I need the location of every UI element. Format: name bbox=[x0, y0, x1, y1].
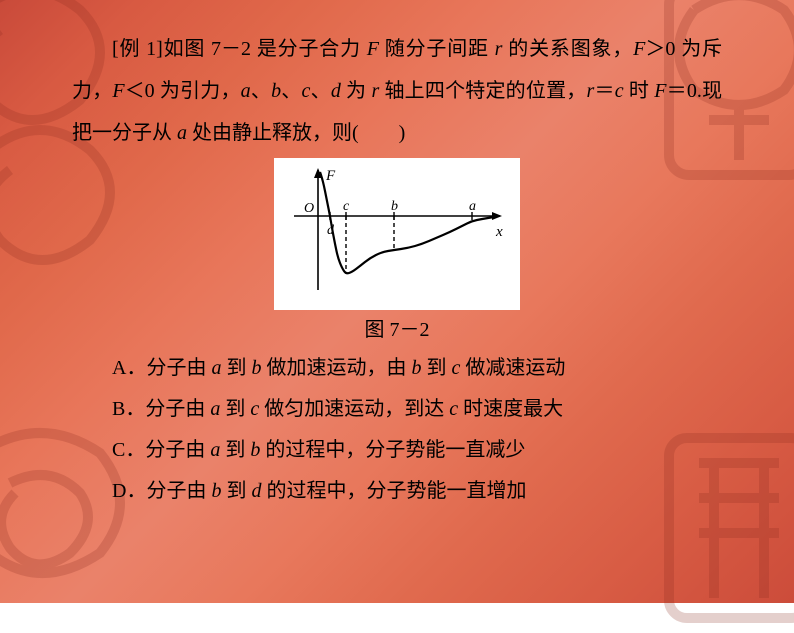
svg-text:F: F bbox=[325, 168, 336, 184]
svg-text:b: b bbox=[391, 199, 398, 214]
option-a: A．分子由 a 到 b 做加速运动，由 b 到 c 做减速运动 bbox=[72, 348, 722, 389]
problem-statement: [例 1]如图 7－2 是分子合力 F 随分子间距 r 的关系图象，F＞0 为斥… bbox=[72, 28, 722, 154]
figure-caption: 图 7－2 bbox=[72, 312, 722, 348]
svg-text:O: O bbox=[304, 201, 314, 216]
option-d: D．分子由 b 到 d 的过程中，分子势能一直增加 bbox=[72, 471, 722, 512]
force-distance-chart: FxOdcba bbox=[282, 164, 512, 302]
svg-text:c: c bbox=[343, 199, 350, 214]
slide-content: [例 1]如图 7－2 是分子合力 F 随分子间距 r 的关系图象，F＞0 为斥… bbox=[72, 28, 722, 512]
example-label: [例 1] bbox=[112, 38, 163, 60]
figure-container: FxOdcba bbox=[72, 158, 722, 310]
svg-text:x: x bbox=[495, 224, 503, 240]
answer-options: A．分子由 a 到 b 做加速运动，由 b 到 c 做减速运动 B．分子由 a … bbox=[72, 348, 722, 512]
option-b: B．分子由 a 到 c 做匀加速运动，到达 c 时速度最大 bbox=[72, 389, 722, 430]
option-c: C．分子由 a 到 b 的过程中，分子势能一直减少 bbox=[72, 430, 722, 471]
svg-text:a: a bbox=[469, 199, 476, 214]
figure-box: FxOdcba bbox=[274, 158, 520, 310]
